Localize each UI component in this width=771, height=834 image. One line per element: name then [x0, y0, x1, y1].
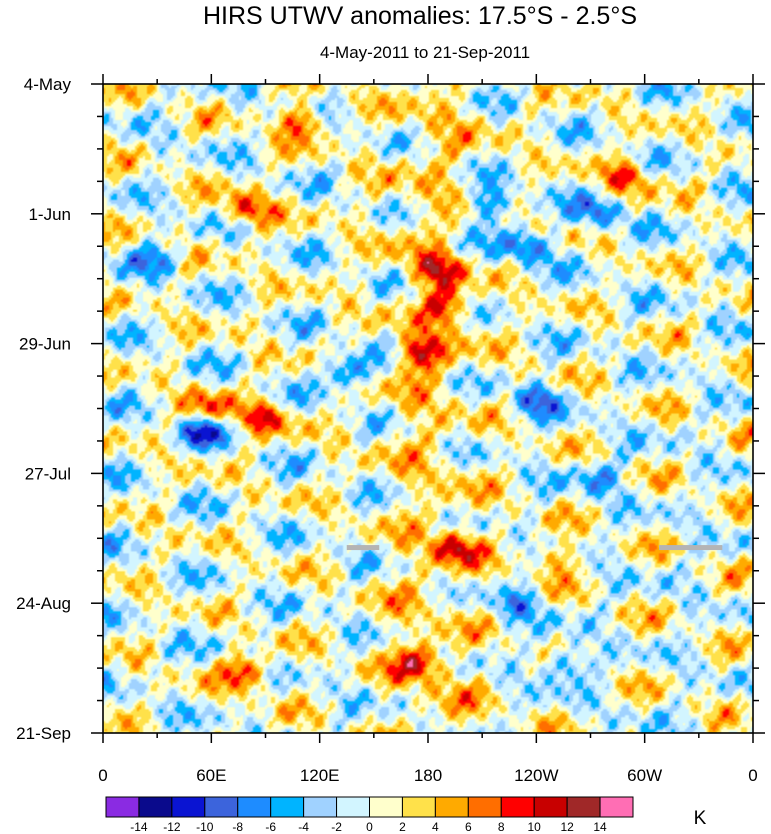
plot-frame: [102, 83, 754, 734]
colorbar-label-7: 0: [366, 820, 373, 834]
missing-data-streak-1: [659, 545, 723, 551]
colorbar-label-13: 12: [560, 820, 574, 834]
colorbar-label-4: -6: [265, 820, 276, 834]
x-tick-label-0: 0: [98, 766, 107, 785]
colorbar-label-6: -2: [331, 820, 342, 834]
colorbar-label-14: 14: [593, 820, 607, 834]
colorbar-swatch-2: [171, 796, 206, 818]
colorbar-swatch-11: [467, 796, 502, 818]
colorbar-swatch-6: [303, 796, 338, 818]
missing-data-streak-0: [346, 545, 380, 551]
y-tick-label-3: 27-Jul: [25, 464, 71, 483]
y-tick-label-0: 4-May: [24, 75, 72, 94]
colorbar-swatch-9: [401, 796, 436, 818]
colorbar-label-8: 2: [399, 820, 406, 834]
colorbar-label-5: -4: [298, 820, 309, 834]
y-axis-labels: 4-May 1-Jun 29-Jun 27-Jul 24-Aug 21-Sep: [16, 75, 71, 743]
x-tick-label-3: 180: [414, 766, 442, 785]
colorbar-swatch-1: [138, 796, 173, 818]
colorbar-label-12: 10: [528, 820, 542, 834]
colorbar-swatch-12: [500, 796, 535, 818]
colorbar-label-0: -14: [130, 820, 148, 834]
y-tick-label-2: 29-Jun: [19, 335, 71, 354]
colorbar-swatch-8: [369, 796, 403, 818]
x-tick-label-4: 120W: [514, 766, 558, 785]
x-tick-label-1: 60E: [196, 766, 226, 785]
colorbar-swatch-10: [434, 796, 469, 818]
colorbar-swatch-5: [270, 796, 305, 818]
y-tick-label-5: 21-Sep: [16, 724, 71, 743]
y-tick-label-4: 24-Aug: [16, 594, 71, 613]
axis-ticks: [91, 74, 765, 743]
colorbar-swatch-7: [336, 796, 370, 818]
plot-area: [103, 84, 753, 733]
x-axis-labels: 0 60E 120E 180 120W 60W 0: [98, 766, 757, 785]
anomaly-field: [103, 84, 753, 733]
missing-data-marks: [346, 545, 723, 551]
colorbar-label-1: -12: [163, 820, 181, 834]
chart-title: HIRS UTWV anomalies: 17.5°S - 2.5°S: [203, 2, 637, 30]
colorbar-label-10: 6: [465, 820, 472, 834]
colorbar-swatch-14: [566, 796, 601, 818]
colorbar-label-11: 8: [498, 820, 505, 834]
x-tick-label-6: 0: [748, 766, 757, 785]
x-tick-label-5: 60W: [627, 766, 662, 785]
colorbar-label-9: 4: [432, 820, 439, 834]
colorbar-swatch-0: [105, 796, 140, 818]
y-tick-label-1: 1-Jun: [28, 205, 71, 224]
x-tick-label-2: 120E: [300, 766, 340, 785]
chart-subtitle: 4-May-2011 to 21-Sep-2011: [320, 43, 530, 62]
colorbar-swatch-15: [599, 796, 634, 818]
colorbar: -14 -12 -10 -8 -6 -4 -2 0 2 4 6 8 10 12 14: [105, 796, 634, 834]
colorbar-swatch-4: [237, 796, 272, 818]
colorbar-units: K: [694, 808, 707, 829]
colorbar-swatch-13: [533, 796, 568, 818]
colorbar-label-3: -8: [232, 820, 243, 834]
colorbar-label-2: -10: [196, 820, 214, 834]
colorbar-swatch-3: [204, 796, 239, 818]
